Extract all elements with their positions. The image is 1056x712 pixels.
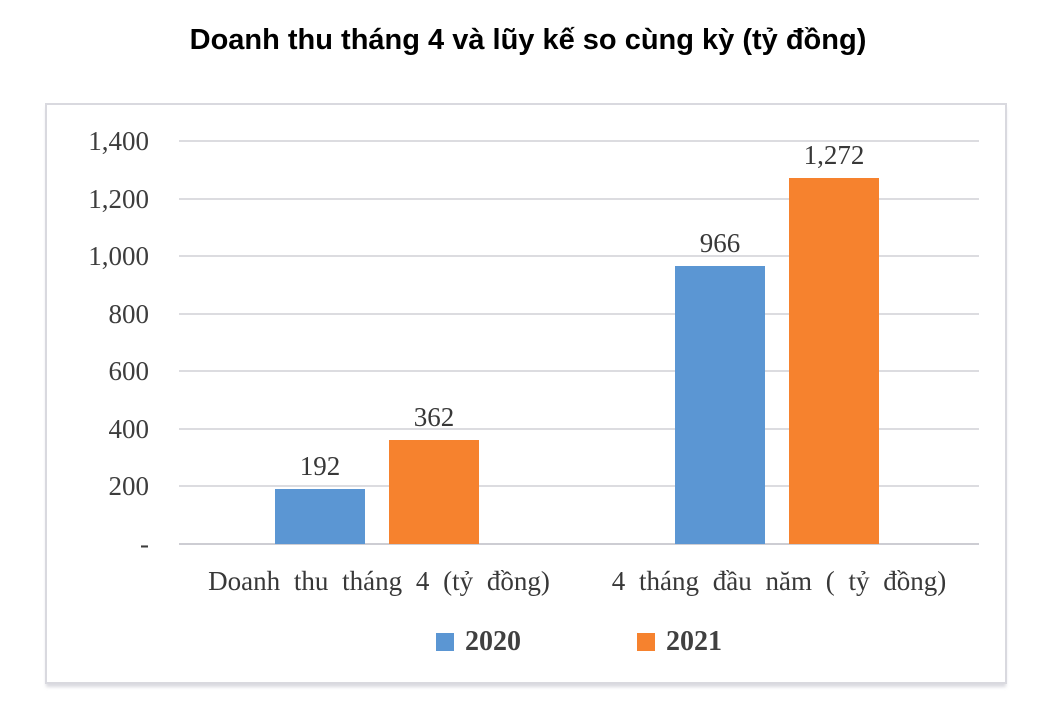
legend-swatch-icon xyxy=(436,633,454,651)
bar-2021 xyxy=(789,178,879,544)
gridline xyxy=(179,198,979,200)
y-tick-label: 1,200 xyxy=(88,184,149,214)
y-tick-label: 800 xyxy=(108,299,150,329)
x-category-label: Doanh thu tháng 4 (tỷ đồng) xyxy=(208,566,550,596)
chart-title: Doanh thu tháng 4 và lũy kế so cùng kỳ (… xyxy=(189,24,867,56)
bar-2021 xyxy=(389,440,479,544)
bar-value-label: 966 xyxy=(699,228,741,258)
legend-label: 2020 xyxy=(465,626,521,657)
chart-container: 1,400 1,200 1,000 800 600 400 200 - 192 362 Doanh … xyxy=(45,103,1007,684)
bar-2020 xyxy=(275,489,365,544)
x-axis-baseline xyxy=(179,543,979,545)
legend-item-2020: 2020 xyxy=(436,626,521,658)
gridline xyxy=(179,428,979,430)
legend: 2020 2021 xyxy=(179,626,979,658)
gridline xyxy=(179,255,979,257)
gridline xyxy=(179,313,979,315)
gridline xyxy=(179,140,979,142)
legend-label: 2021 xyxy=(666,626,722,657)
y-tick-label: 600 xyxy=(108,356,150,386)
bar-value-label: 192 xyxy=(299,451,341,481)
bar-2020 xyxy=(675,266,765,544)
y-tick-label: - xyxy=(140,529,149,559)
y-tick-label: 200 xyxy=(108,471,150,501)
bar-value-label: 1,272 xyxy=(803,140,865,170)
y-tick-label: 1,000 xyxy=(88,241,149,271)
y-tick-label: 400 xyxy=(108,414,150,444)
y-tick-label: 1,400 xyxy=(88,126,149,156)
plot-area: 1,400 1,200 1,000 800 600 400 200 - 192 362 Doanh … xyxy=(47,105,1005,682)
legend-swatch-icon xyxy=(637,633,655,651)
legend-item-2021: 2021 xyxy=(637,626,722,658)
bar-value-label: 362 xyxy=(413,402,455,432)
x-category-label: 4 tháng đầu năm ( tỷ đồng) xyxy=(611,566,947,596)
gridline xyxy=(179,485,979,487)
gridline xyxy=(179,370,979,372)
